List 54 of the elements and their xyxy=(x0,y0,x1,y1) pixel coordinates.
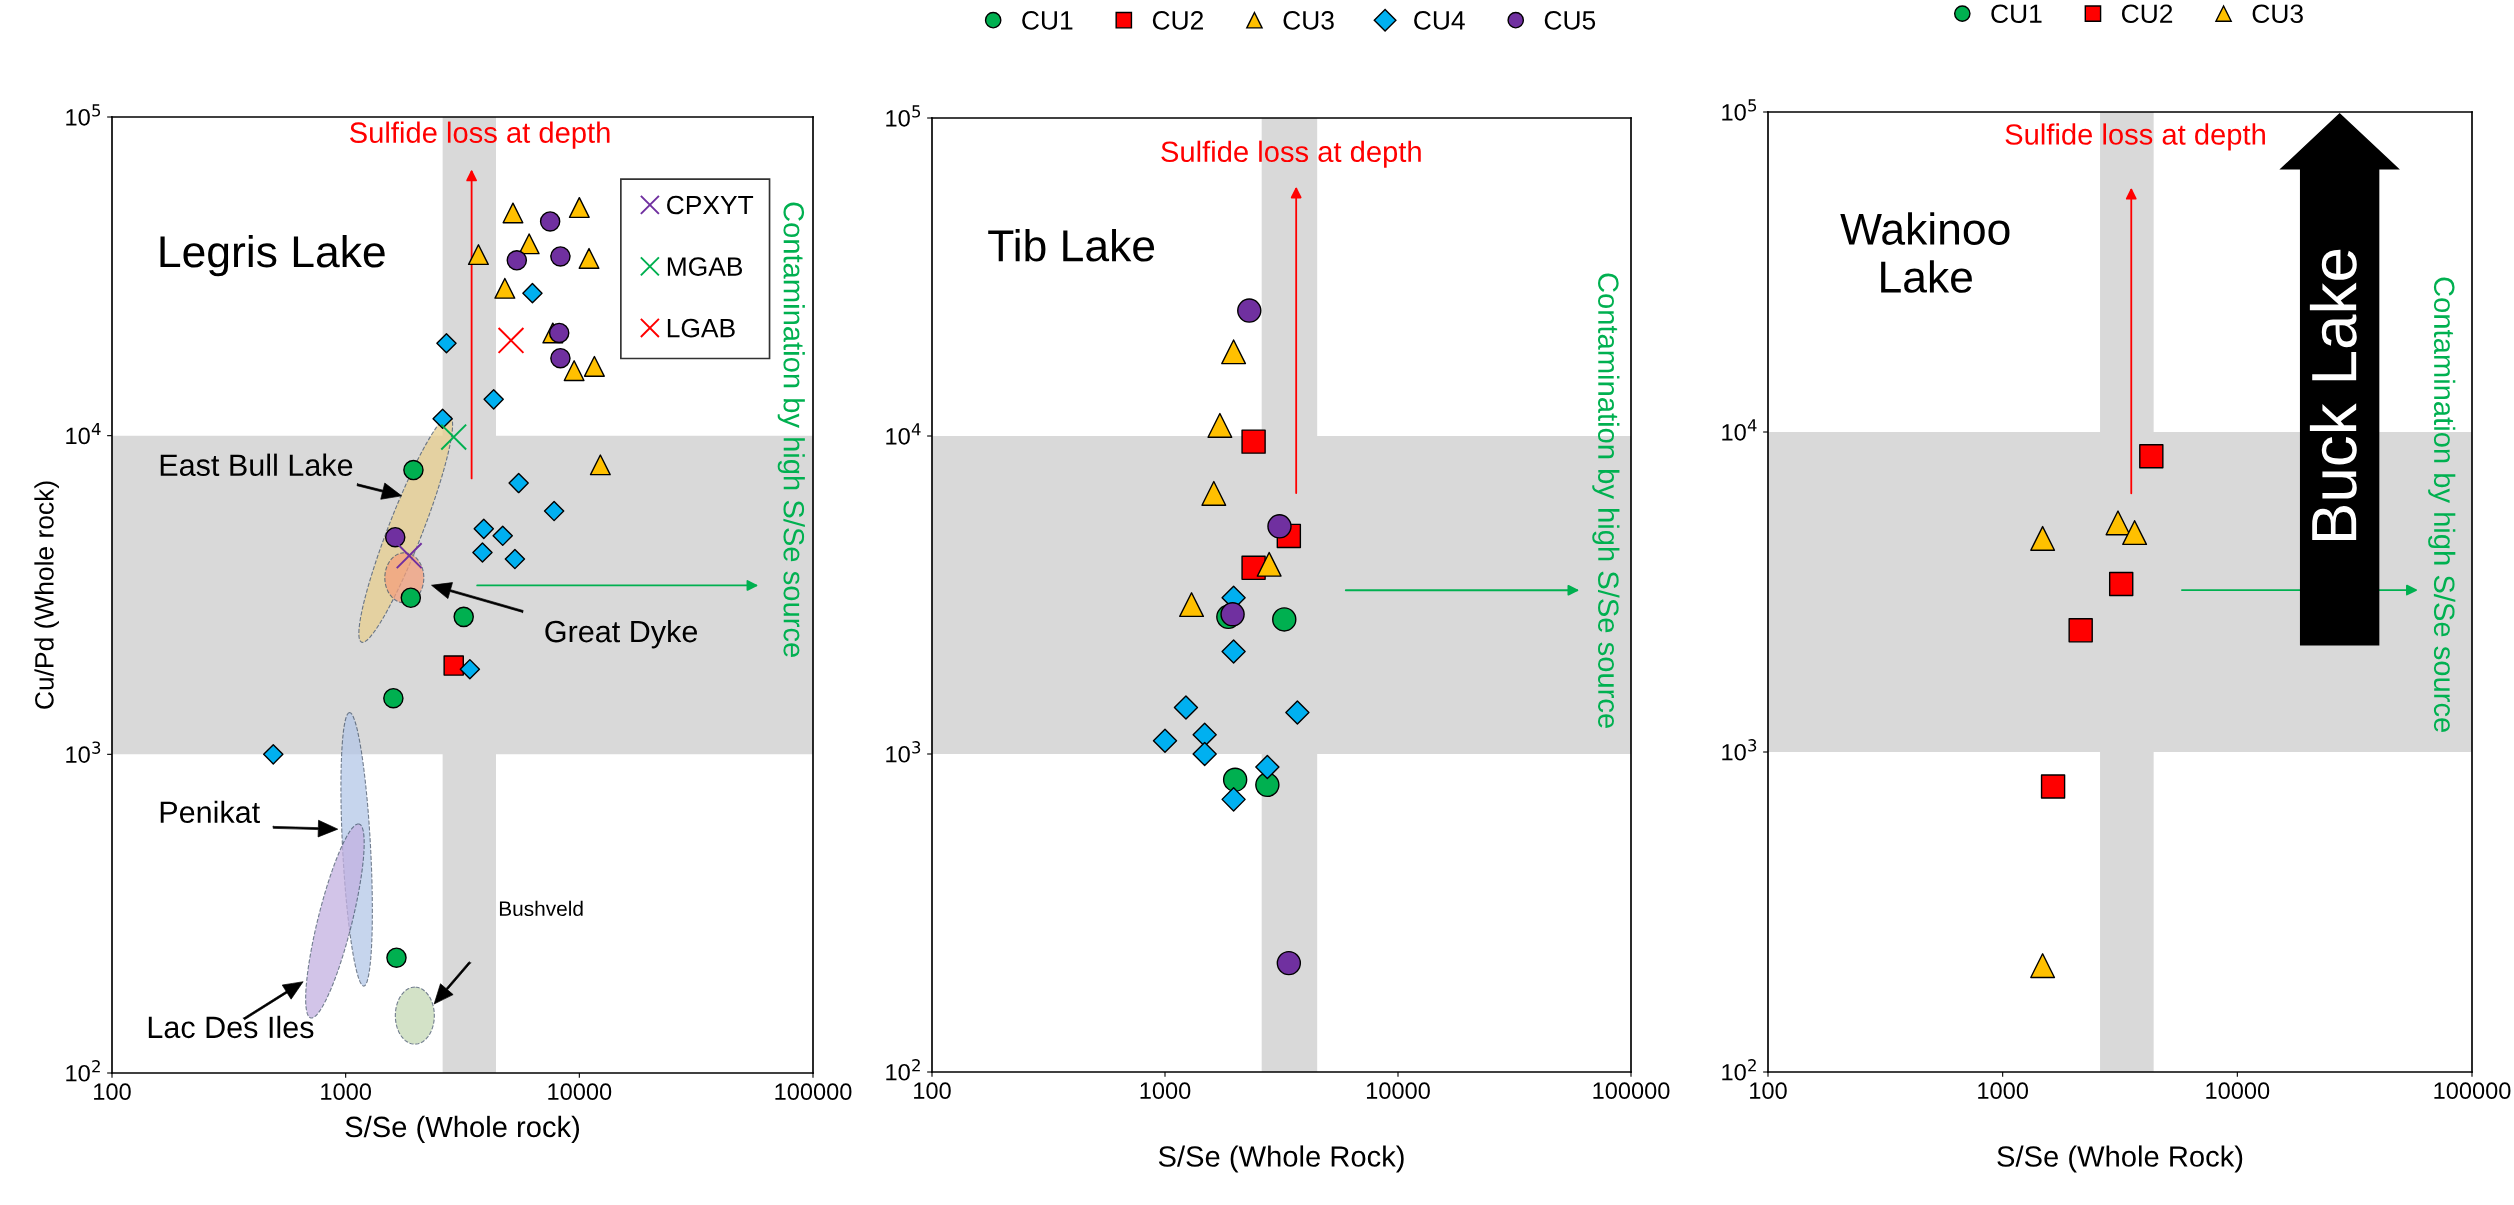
legend-label: MGAB xyxy=(667,257,743,276)
annotation: Tib Lake xyxy=(988,228,1155,262)
annotation: Sulfide loss at depth xyxy=(1161,140,1421,168)
annotation: Sulfide loss at depth xyxy=(350,121,610,149)
x-tick-label: 10000 xyxy=(548,1083,612,1101)
y-tick-label: 10$^{5}$ xyxy=(66,104,101,126)
x-axis-title: S/Se (Whole Rock) xyxy=(1158,1145,1404,1173)
x-tick-label: 100000 xyxy=(775,1083,852,1101)
x-tick-label: 1000 xyxy=(321,1083,372,1101)
legend-label: CU1 xyxy=(1991,4,2042,24)
legend-label: CU5 xyxy=(1544,11,1596,30)
y-tick-label: 10$^{5}$ xyxy=(886,105,921,127)
y-tick-label: 10$^{3}$ xyxy=(66,741,101,763)
x-tick-label: 100000 xyxy=(2434,1082,2511,1100)
annotation: Bushveld xyxy=(499,900,583,917)
annotation: Contamination by high S/Se source xyxy=(777,202,805,657)
annotation: Penikat xyxy=(160,800,260,824)
y-tick-label: 10$^{2}$ xyxy=(886,1059,920,1081)
x-axis-title: S/Se (Whole Rock) xyxy=(1997,1145,2243,1173)
annotation: Contamination by high S/Se source xyxy=(2428,277,2456,732)
legend-label: CU2 xyxy=(2121,4,2173,24)
x-tick-label: 10000 xyxy=(2206,1082,2270,1100)
y-axis-title: Cu/Pd (Whole rock) xyxy=(34,481,59,709)
annotation: Wakinoo Lake xyxy=(1840,212,2010,293)
y-tick-label: 10$^{3}$ xyxy=(1722,739,1757,761)
y-tick-label: 10$^{4}$ xyxy=(1722,419,1757,441)
x-tick-label: 100 xyxy=(94,1083,131,1101)
x-tick-label: 1000 xyxy=(1140,1082,1191,1100)
y-tick-label: 10$^{2}$ xyxy=(1722,1059,1756,1081)
x-tick-label: 100 xyxy=(1750,1082,1787,1100)
x-tick-label: 10000 xyxy=(1366,1082,1430,1100)
legend-label: CPXYT xyxy=(667,195,754,215)
annotation: Sulfide loss at depth xyxy=(2005,123,2265,151)
legend-label: CU1 xyxy=(1022,11,1073,30)
x-tick-label: 100000 xyxy=(1593,1082,1670,1100)
x-tick-label: 1000 xyxy=(1978,1082,2029,1100)
annotation: Great Dyke xyxy=(545,619,697,649)
y-tick-label: 10$^{5}$ xyxy=(1722,99,1757,121)
legend-label: LGAB xyxy=(667,318,735,338)
x-axis-title: S/Se (Whole rock) xyxy=(345,1115,580,1144)
annotation: Buck Lake xyxy=(2309,249,2357,541)
y-tick-label: 10$^{2}$ xyxy=(66,1060,100,1082)
legend-label: CU3 xyxy=(1283,11,1334,30)
legend-label: CU2 xyxy=(1152,11,1203,30)
legend-label: CU3 xyxy=(2252,4,2303,24)
legend-label: CU4 xyxy=(1414,11,1465,30)
y-tick-label: 10$^{4}$ xyxy=(886,423,921,445)
y-tick-label: 10$^{3}$ xyxy=(886,741,921,763)
y-tick-label: 10$^{4}$ xyxy=(66,422,101,445)
annotation: East Bull Lake xyxy=(160,453,353,477)
annotation: Legris Lake xyxy=(160,234,385,277)
annotation: Lac Des Iles xyxy=(148,1015,314,1039)
x-tick-label: 100 xyxy=(914,1082,951,1100)
annotation: Contamination by high S/Se source xyxy=(1592,273,1620,728)
